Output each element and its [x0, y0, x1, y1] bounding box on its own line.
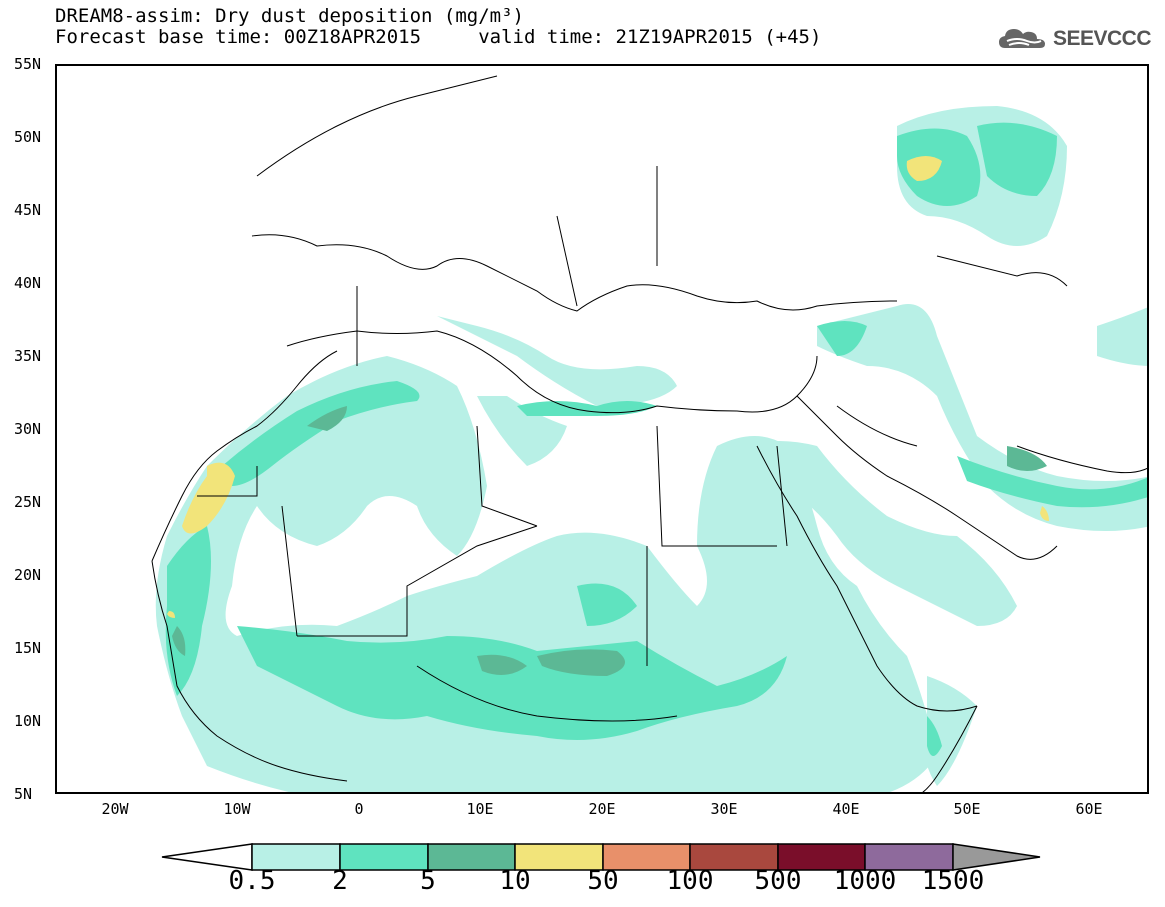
lon-label-10w: 10W — [223, 800, 251, 818]
colorbar-bin-8 — [864, 843, 954, 871]
lat-label-30n: 30N — [14, 420, 42, 438]
colorbar-label-0-5: 0.5 — [228, 866, 276, 896]
cloud-logo-icon — [998, 29, 1045, 48]
colorbar-label-2: 2 — [332, 866, 348, 896]
dust-contours-yellow — [167, 156, 1049, 618]
map-title: DREAM8-assim: Dry dust deposition (mg/m³… — [55, 5, 524, 27]
lon-label-20w: 20W — [101, 800, 129, 818]
colorbar-upper-arrow — [952, 843, 1041, 871]
dust-contours-dark — [172, 406, 1047, 676]
lon-label-0: 0 — [354, 800, 364, 818]
colorbar-bin-4 — [514, 843, 604, 871]
seevccc-logo: SEEVCCC — [997, 26, 1152, 52]
lat-label-50n: 50N — [14, 128, 42, 146]
lat-label-10n: 10N — [14, 712, 42, 730]
dust-contours-mid — [165, 122, 1147, 756]
colorbar-bin-3 — [427, 843, 516, 871]
lat-label-25n: 25N — [14, 493, 42, 511]
lon-label-50e: 50E — [953, 800, 981, 818]
colorbar-bin-2 — [339, 843, 429, 871]
lat-label-35n: 35N — [14, 347, 42, 365]
colorbar-bin-5 — [602, 843, 691, 871]
lat-label-15n: 15N — [14, 639, 42, 657]
lon-label-20e: 20E — [588, 800, 616, 818]
lat-label-45n: 45N — [14, 201, 42, 219]
lat-label-55n: 55N — [14, 55, 42, 73]
lat-label-40n: 40N — [14, 274, 42, 292]
lon-label-10e: 10E — [466, 800, 494, 818]
colorbar-label-500: 500 — [754, 866, 802, 896]
colorbar-bin-6 — [689, 843, 779, 871]
colorbar-label-5: 5 — [420, 866, 436, 896]
logo-text: SEEVCCC — [1052, 27, 1152, 50]
borders — [197, 166, 918, 722]
map-frame — [55, 64, 1149, 794]
dust-map — [151, 75, 1147, 792]
colorbar — [161, 843, 1041, 871]
colorbar-bin-1 — [251, 843, 341, 871]
coastlines — [151, 75, 1147, 792]
colorbar-label-1000: 1000 — [833, 866, 897, 896]
colorbar-label-10: 10 — [499, 866, 531, 896]
colorbar-label-1500: 1500 — [921, 866, 985, 896]
colorbar-label-50: 50 — [587, 866, 619, 896]
lon-label-30e: 30E — [710, 800, 738, 818]
forecast-time-line: Forecast base time: 00Z18APR2015 valid t… — [55, 26, 822, 48]
colorbar-label-100: 100 — [666, 866, 714, 896]
lon-label-40e: 40E — [832, 800, 860, 818]
lat-label-20n: 20N — [14, 566, 42, 584]
lat-label-5n: 5N — [14, 785, 33, 803]
lon-label-60e: 60E — [1075, 800, 1103, 818]
